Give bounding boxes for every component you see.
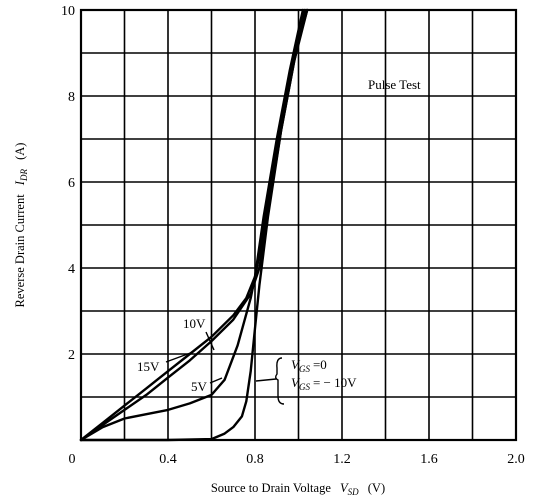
series-label-15v: 15V bbox=[137, 359, 160, 374]
series-label-10v: 10V bbox=[183, 316, 206, 331]
series-line-vgs-0-10v bbox=[79, 8, 309, 442]
x-tick-label-0.8: 0.8 bbox=[246, 452, 264, 467]
x-axis-subscript: SD bbox=[348, 487, 360, 497]
y-tick-label-10: 10 bbox=[61, 4, 75, 19]
vgs-line-1: VGS =0 bbox=[291, 357, 327, 374]
x-axis-label: Source to Drain Voltage VSD (V) bbox=[211, 481, 385, 498]
y-axis-title: Reverse Drain Current bbox=[13, 194, 27, 308]
series-label-5v: 5V bbox=[191, 379, 208, 394]
vgs-line-2: VGS = − 10V bbox=[291, 375, 357, 392]
y-tick-label-6: 6 bbox=[68, 176, 75, 191]
y-axis-subscript: DR bbox=[19, 169, 29, 182]
x-tick-label-1.2: 1.2 bbox=[333, 452, 351, 467]
pointer-5v bbox=[209, 377, 223, 384]
series-line-15v bbox=[79, 8, 305, 442]
x-tick-label-0.4: 0.4 bbox=[159, 452, 177, 467]
x-axis-unit: (V) bbox=[368, 481, 385, 495]
pointer-vgs bbox=[255, 378, 277, 382]
y-axis-unit: (A) bbox=[13, 143, 27, 160]
x-tick-label-2.0: 2.0 bbox=[507, 452, 525, 467]
vgs-value-1: =0 bbox=[313, 357, 327, 372]
vgs-symbol-2: V bbox=[291, 375, 301, 390]
x-axis-title: Source to Drain Voltage bbox=[211, 481, 331, 495]
tick-labels: 0 0.4 0.8 1.2 1.6 2.0 2 4 6 8 10 bbox=[61, 4, 525, 467]
plot-frame bbox=[79, 8, 518, 442]
x-tick-label-1.6: 1.6 bbox=[420, 452, 438, 467]
y-axis-symbol: I bbox=[13, 180, 27, 186]
pointer-15v bbox=[165, 351, 194, 363]
curves bbox=[79, 8, 309, 442]
y-tick-label-8: 8 bbox=[68, 90, 75, 105]
x-axis-symbol: V bbox=[340, 481, 349, 495]
vgs-subscript-1: GS bbox=[299, 364, 310, 374]
pulse-test-annotation: Pulse Test bbox=[368, 77, 421, 92]
vgs-subscript-2: GS bbox=[299, 382, 310, 392]
vgs-value-2: = − 10V bbox=[313, 375, 357, 390]
grid bbox=[81, 10, 516, 440]
pointer-10v bbox=[205, 331, 215, 351]
x-tick-label-0: 0 bbox=[69, 452, 76, 467]
series-line-5v bbox=[79, 8, 309, 442]
vgs-symbol-1: V bbox=[291, 357, 301, 372]
y-tick-label-4: 4 bbox=[68, 262, 75, 277]
y-tick-label-2: 2 bbox=[68, 348, 75, 363]
vgs-brace bbox=[275, 357, 285, 405]
y-axis-label: Reverse Drain Current IDR (A) bbox=[13, 143, 30, 308]
series-label-vgs: VGS =0 VGS = − 10V bbox=[291, 357, 357, 392]
